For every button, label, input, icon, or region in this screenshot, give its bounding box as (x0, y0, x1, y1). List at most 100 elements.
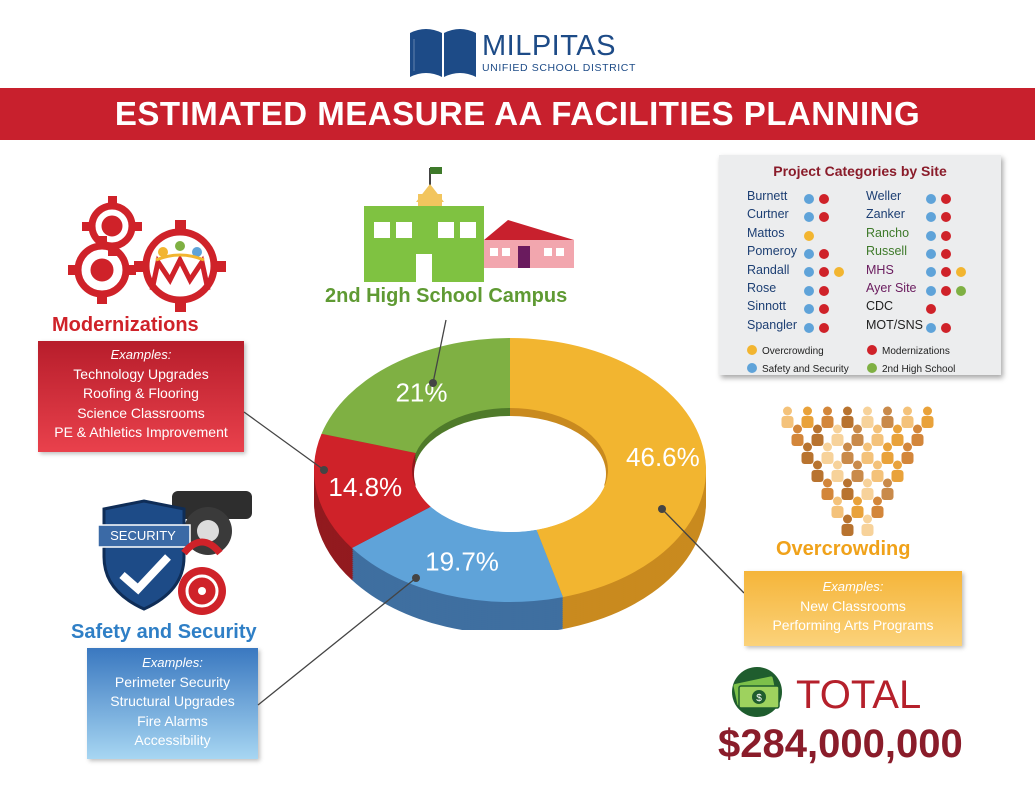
legend-site-dots (804, 227, 819, 245)
legend-site-name: Curtner (747, 207, 789, 222)
category-dot-safety (804, 304, 814, 315)
page-title: ESTIMATED MEASURE AA FACILITIES PLANNING (114, 95, 921, 132)
category-dot-modernizations (819, 285, 829, 296)
legend-site-row: MHS (866, 263, 996, 281)
category-dot-overcrowding (804, 230, 814, 241)
category-dot-modernizations (819, 248, 829, 259)
donut-chart: 46.6% 19.7% 14.8% 21% (314, 338, 707, 630)
legend-site-dots (926, 190, 956, 208)
slice-value-label: 14.8% (328, 472, 402, 502)
example-item: Structural Upgrades (110, 693, 235, 709)
category-dot-overcrowding (834, 267, 844, 278)
person-icon (791, 424, 804, 446)
category-dot-safety (804, 212, 814, 223)
leader-dot (429, 379, 437, 387)
category-dot-high-school (956, 285, 966, 296)
slice-value-label: 46.6% (626, 442, 700, 472)
person-icon (881, 406, 894, 428)
example-item: Perimeter Security (114, 673, 231, 690)
modernizations-title: Modernizations (52, 314, 199, 336)
legend-site-row: Zanker (866, 207, 996, 225)
logo-name: MILPITAS (482, 30, 616, 62)
person-icon (871, 460, 884, 482)
leader-line-high-school (432, 319, 447, 384)
leader-dot (412, 574, 420, 582)
person-icon (831, 460, 844, 482)
legend-site-dots (804, 300, 834, 318)
category-dot-safety (926, 285, 936, 296)
category-dot-safety (804, 285, 814, 296)
example-item: Performing Arts Programs (772, 617, 934, 633)
category-dot-high-school (867, 362, 877, 373)
legend-site-row: Mattos (747, 226, 867, 244)
legend-key-item: Safety and Security (747, 359, 849, 377)
category-dot-safety (926, 212, 936, 223)
legend-key-item: Overcrowding (747, 341, 824, 359)
title-banner: ESTIMATED MEASURE AA FACILITIES PLANNING (0, 88, 1035, 140)
person-icon (831, 424, 844, 446)
security-badge-text: SECURITY (110, 528, 176, 543)
legend-site-row: Randall (747, 263, 867, 281)
leader-dot (658, 505, 666, 513)
person-icon (861, 406, 874, 428)
category-dot-modernizations (941, 248, 951, 259)
book-logo-icon (410, 29, 476, 77)
total-value: $284,000,000 (718, 722, 963, 766)
legend-site-name: Ayer Site (866, 281, 917, 295)
category-dot-safety (926, 230, 936, 241)
person-icon (801, 442, 814, 464)
person-icon (881, 442, 894, 464)
person-icon (781, 406, 794, 428)
person-icon (811, 424, 824, 446)
legend-site-name: Sinnott (747, 299, 786, 314)
examples-label: Examples: (110, 347, 172, 362)
leader-line-modernizations (243, 411, 325, 471)
legend-site-name: Rose (747, 281, 777, 295)
person-icon (811, 460, 824, 482)
category-dot-modernizations (941, 212, 951, 223)
legend-site-dots (926, 264, 971, 282)
person-icon (841, 478, 854, 500)
person-icon (871, 496, 884, 518)
person-icon (881, 478, 894, 500)
category-dot-safety (804, 322, 814, 333)
legend-site-name: Pomeroy (747, 244, 798, 259)
legend-box: Project Categories by Site Burnett Curtne… (719, 155, 1001, 375)
donut-slice-modernizations (314, 433, 431, 549)
high-school-title: 2nd High School Campus (325, 285, 568, 307)
person-icon (921, 406, 934, 428)
person-icon (821, 406, 834, 428)
category-dot-modernizations (941, 267, 951, 278)
category-dot-modernizations (941, 230, 951, 241)
category-dot-safety (804, 267, 814, 278)
category-dot-safety (926, 248, 936, 259)
category-dot-safety (926, 322, 936, 333)
legend-site-name: Russell (866, 244, 907, 259)
person-icon (841, 514, 854, 536)
legend-site-name: Rancho (866, 225, 910, 240)
legend-site-dots (926, 319, 956, 337)
person-icon (901, 442, 914, 464)
category-dot-modernizations (819, 193, 829, 204)
person-icon (861, 442, 874, 464)
legend-key-label: Modernizations (882, 346, 950, 357)
category-dot-safety (804, 193, 814, 204)
slice-value-label: 19.7% (425, 547, 499, 577)
legend-site-row: Russell (866, 244, 996, 262)
overcrowding-title: Overcrowding (776, 538, 911, 560)
logo-subtitle: UNIFIED SCHOOL DISTRICT (482, 62, 637, 74)
leader-line-overcrowding (661, 508, 745, 594)
legend-site-name: CDC (866, 299, 894, 314)
donut-slice-overcrowding (510, 338, 707, 598)
legend-site-dots (804, 264, 849, 282)
legend-site-dots (804, 190, 834, 208)
legend-site-row: Burnett (747, 189, 867, 207)
legend-key-label: 2nd High School (882, 364, 956, 375)
category-dot-modernizations (941, 322, 951, 333)
person-icon (821, 442, 834, 464)
donut-hole (414, 416, 606, 532)
legend-site-name: Spangler (747, 317, 798, 332)
legend-site-name: Randall (747, 262, 790, 277)
person-icon (831, 496, 844, 518)
